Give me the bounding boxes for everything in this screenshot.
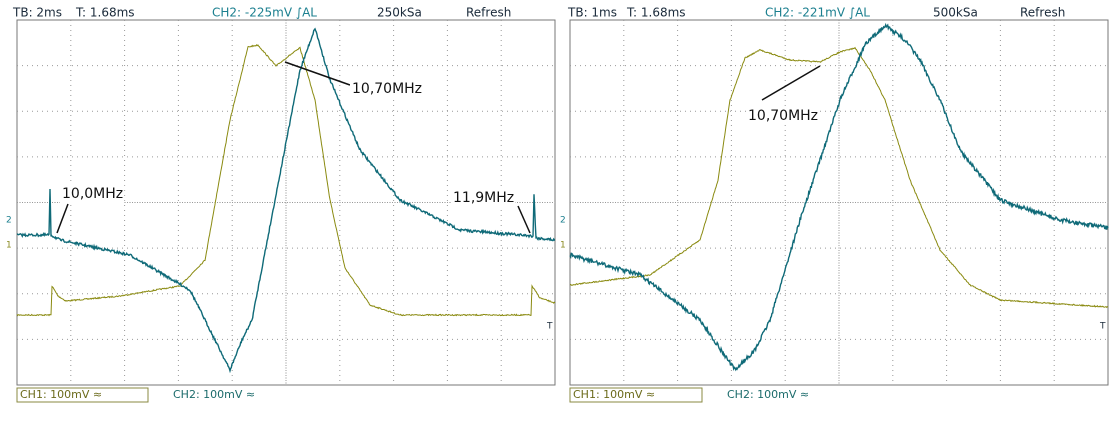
annotation-bg (746, 107, 819, 125)
ch1-marker: 1 (6, 241, 12, 251)
annotation-bg (60, 185, 125, 203)
acq-mode: Refresh (466, 6, 511, 20)
sample-rate: 250kSa (377, 6, 422, 20)
ch1-setting: CH1: 100mV ≈ (20, 388, 102, 401)
ch2-setting: CH2: 100mV ≈ (727, 388, 809, 401)
timebase: TB: 2ms (12, 6, 62, 20)
waveform (569, 46, 1109, 309)
trigger-marker: T (1099, 322, 1106, 332)
panel: TB: 1ms T: 1.68ms CH2: -221mV ∫AL 500kSa… (560, 6, 1109, 403)
annotation: 10,70MHz (748, 108, 818, 124)
ch2-setting: CH2: 100mV ≈ (173, 388, 255, 401)
annotation-bg (451, 189, 516, 207)
sample-rate: 500kSa (933, 6, 978, 20)
trigger-time: T: 1.68ms (75, 6, 135, 20)
ch2-marker: 2 (6, 216, 12, 226)
ch1-setting: CH1: 100mV ≈ (573, 388, 655, 401)
annotation-leader (56, 203, 69, 234)
timebase: TB: 1ms (567, 6, 617, 20)
waveform (16, 43, 556, 317)
ch2-marker: 2 (560, 216, 566, 226)
trigger-time: T: 1.68ms (626, 6, 686, 20)
waveform (569, 22, 1109, 372)
annotation-leader (284, 61, 351, 86)
trigger-setting: CH2: -225mV ∫AL (212, 6, 317, 20)
annotation: 11,9MHz (453, 190, 514, 206)
waveform (16, 27, 556, 374)
annotation-bg (350, 80, 423, 98)
acq-mode: Refresh (1020, 6, 1065, 20)
panel: TB: 2ms T: 1.68ms CH2: -225mV ∫AL 250kSa… (6, 6, 556, 403)
ch1-marker: 1 (560, 241, 566, 251)
ch1-box (16, 387, 149, 403)
trigger-setting: CH2: -221mV ∫AL (765, 6, 870, 20)
annotation-leader (517, 205, 531, 234)
annotation: 10,70MHz (352, 81, 422, 97)
annotation: 10,0MHz (62, 186, 123, 202)
trigger-marker: T (546, 322, 553, 332)
ch1-box (569, 387, 703, 403)
annotation-leader (761, 65, 821, 101)
